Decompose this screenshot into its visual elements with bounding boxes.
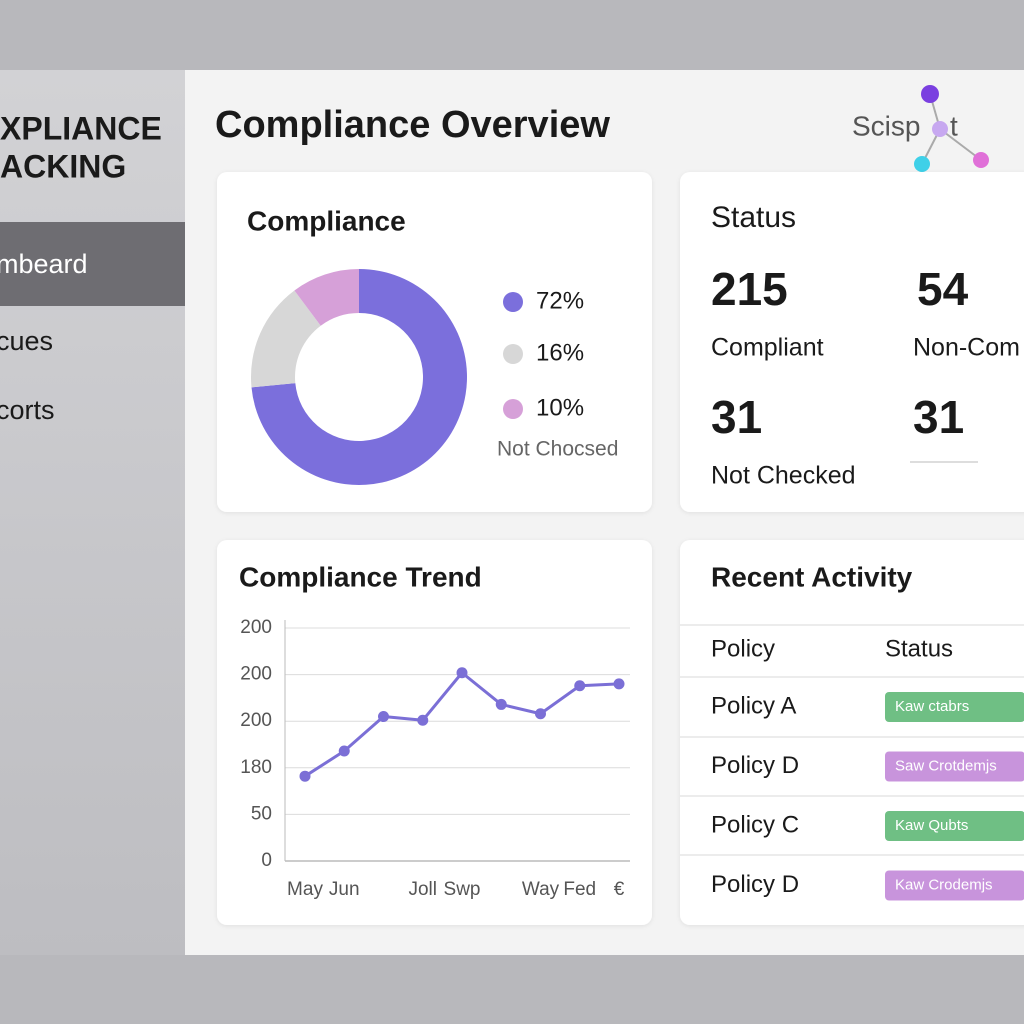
sidebar — [0, 70, 185, 955]
line-chart: Compliance Trend 0 50 180 200 200 200 May Jun Jo… — [239, 561, 630, 900]
sidebar-title: XPLIANCE — [0, 110, 162, 146]
data-point — [535, 708, 546, 720]
status-badge — [885, 870, 1024, 901]
logo-node — [932, 121, 948, 137]
data-point — [574, 680, 586, 692]
data-point — [613, 678, 625, 690]
card-title: Recent Activity — [711, 561, 913, 592]
nav-item: cues — [0, 326, 53, 356]
y-tick-label: 200 — [240, 617, 272, 638]
value-label: 72% — [536, 287, 584, 314]
status-badge-text: Kaw ctabrs — [895, 698, 969, 715]
sidebar-active — [0, 222, 185, 306]
stat-value: 215 — [711, 263, 788, 315]
stat-value: 54 — [917, 263, 969, 315]
column-header: Policy — [711, 635, 775, 662]
data-point — [338, 745, 350, 757]
x-tick-label: May — [287, 879, 323, 900]
column-header: Status — [885, 635, 953, 662]
legend-swatch — [503, 399, 523, 419]
policy-name: Policy D — [711, 752, 799, 779]
value-label: 10% — [536, 394, 584, 421]
sidebar-title: ACKING — [0, 148, 126, 184]
stat-label: Non-Com — [913, 334, 1020, 362]
x-tick-label: Way — [522, 879, 560, 900]
data-point — [456, 667, 468, 679]
chart-title: Compliance Trend — [239, 561, 482, 592]
y-tick-label: 50 — [251, 803, 272, 824]
policy-name: Policy A — [711, 692, 796, 719]
annotation: Not Chocsed — [497, 438, 618, 461]
status-badge-text: Saw Crotdemjs — [895, 757, 997, 774]
card-title: Status — [711, 201, 796, 234]
x-tick-label: Joll — [408, 879, 437, 900]
nav-item: mbeard — [0, 249, 88, 279]
value-label: 16% — [536, 339, 584, 366]
logo-text: Scisp — [852, 110, 920, 141]
stat-value: 31 — [711, 391, 762, 443]
page-title: Compliance Overview — [215, 104, 610, 146]
status-grid: 215 Compliant 54 Non-Com 31 Not Checked 31 — [711, 263, 1020, 489]
stat-label: Not Checked — [711, 462, 856, 490]
x-tick-label: Jun — [329, 879, 360, 900]
status-badge-text: Kaw Crodemjs — [895, 876, 993, 893]
policy-name: Policy D — [711, 871, 799, 898]
status-badge — [885, 692, 1024, 722]
legend-swatch — [503, 344, 523, 364]
logo-node — [973, 152, 989, 168]
donut-segment — [251, 269, 468, 485]
data-point — [495, 698, 507, 710]
data-point — [417, 714, 429, 726]
x-tick-label: € — [614, 879, 625, 900]
y-tick-label: 0 — [261, 850, 272, 871]
y-tick-label: 200 — [240, 664, 272, 685]
data-point — [378, 711, 389, 723]
card — [680, 172, 1024, 512]
donut-chart: 72% 16% 10% Not Chocsed — [251, 269, 618, 485]
activity-table: Policy Status Policy A Kaw ctabrs Policy D Sa… — [680, 624, 1024, 901]
logo-node — [914, 156, 930, 172]
logo-text: t — [950, 110, 958, 141]
x-tick-label: Fed — [563, 879, 596, 900]
data-point — [299, 770, 311, 782]
policy-name: Policy C — [711, 811, 799, 838]
nav-item: corts — [0, 395, 55, 425]
legend-swatch — [503, 292, 523, 312]
card-title: Compliance — [247, 205, 406, 236]
logo: Scisp t — [852, 85, 989, 172]
status-badge-text: Kaw Qubts — [895, 817, 968, 834]
donut-segment — [294, 269, 359, 326]
logo-link — [939, 128, 982, 161]
donut-segment — [251, 290, 321, 388]
logo-node — [921, 85, 939, 103]
y-tick-label: 200 — [240, 710, 272, 731]
status-badge — [885, 811, 1024, 841]
card — [217, 540, 652, 925]
stat-label: Compliant — [711, 334, 824, 362]
stat-value: 31 — [913, 391, 964, 443]
status-badge — [885, 751, 1024, 782]
card — [680, 540, 1024, 925]
y-tick-label: 180 — [240, 757, 272, 778]
x-tick-label: Swp — [444, 879, 481, 900]
